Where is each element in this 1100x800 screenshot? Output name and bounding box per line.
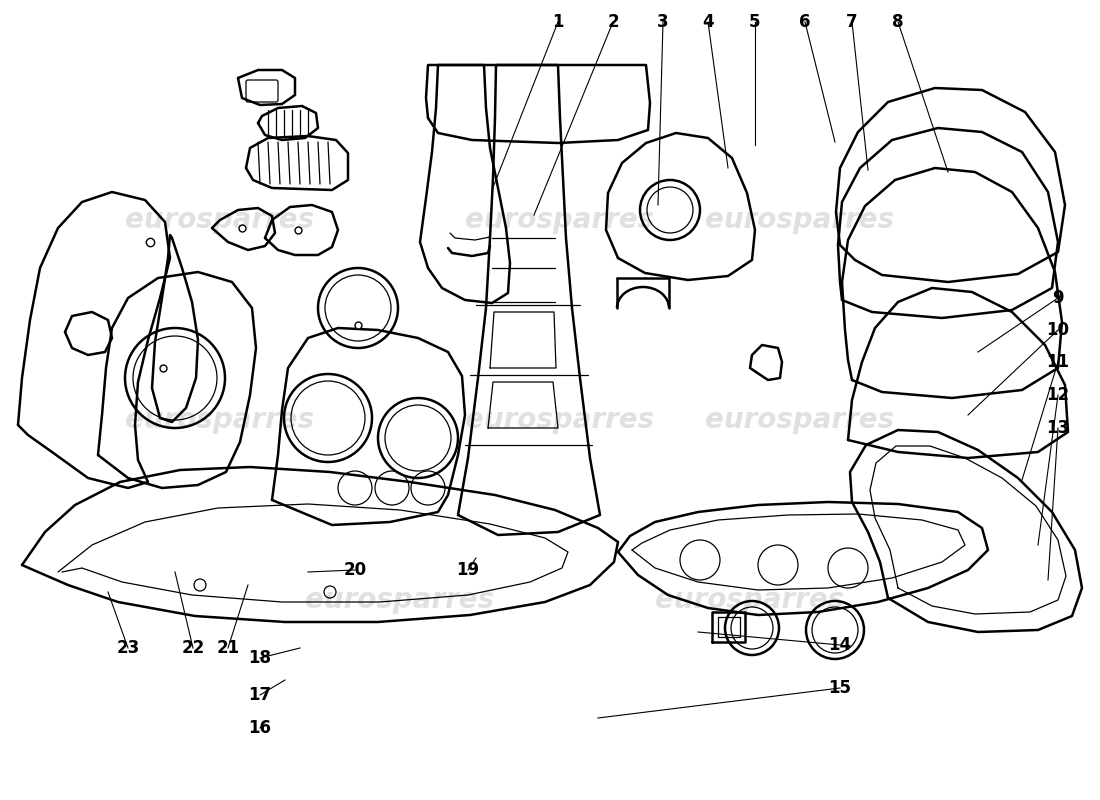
Text: eurosparres: eurosparres	[465, 406, 654, 434]
Text: 3: 3	[657, 13, 669, 31]
Text: 21: 21	[217, 639, 240, 657]
Text: 6: 6	[800, 13, 811, 31]
Text: 12: 12	[1046, 386, 1069, 404]
Text: 5: 5	[749, 13, 761, 31]
Text: 1: 1	[552, 13, 563, 31]
Text: 8: 8	[892, 13, 904, 31]
Text: 10: 10	[1046, 321, 1069, 339]
Text: 2: 2	[607, 13, 619, 31]
FancyBboxPatch shape	[246, 80, 278, 102]
Text: eurosparres: eurosparres	[125, 406, 315, 434]
Text: 22: 22	[182, 639, 205, 657]
Text: eurosparres: eurosparres	[465, 206, 654, 234]
Text: eurosparres: eurosparres	[656, 586, 845, 614]
Text: eurosparres: eurosparres	[125, 206, 315, 234]
Text: eurosparres: eurosparres	[705, 406, 894, 434]
Text: eurosparres: eurosparres	[306, 586, 495, 614]
Text: 7: 7	[846, 13, 858, 31]
Text: 16: 16	[249, 719, 272, 737]
Text: 9: 9	[1053, 289, 1064, 307]
Text: 14: 14	[828, 636, 851, 654]
Text: 20: 20	[343, 561, 366, 579]
Text: 17: 17	[249, 686, 272, 704]
Text: 23: 23	[117, 639, 140, 657]
Text: 11: 11	[1046, 353, 1069, 371]
Text: 4: 4	[702, 13, 714, 31]
Text: 18: 18	[249, 649, 272, 667]
Text: 13: 13	[1046, 419, 1069, 437]
Text: 19: 19	[456, 561, 480, 579]
Text: eurosparres: eurosparres	[705, 206, 894, 234]
Text: 15: 15	[828, 679, 851, 697]
